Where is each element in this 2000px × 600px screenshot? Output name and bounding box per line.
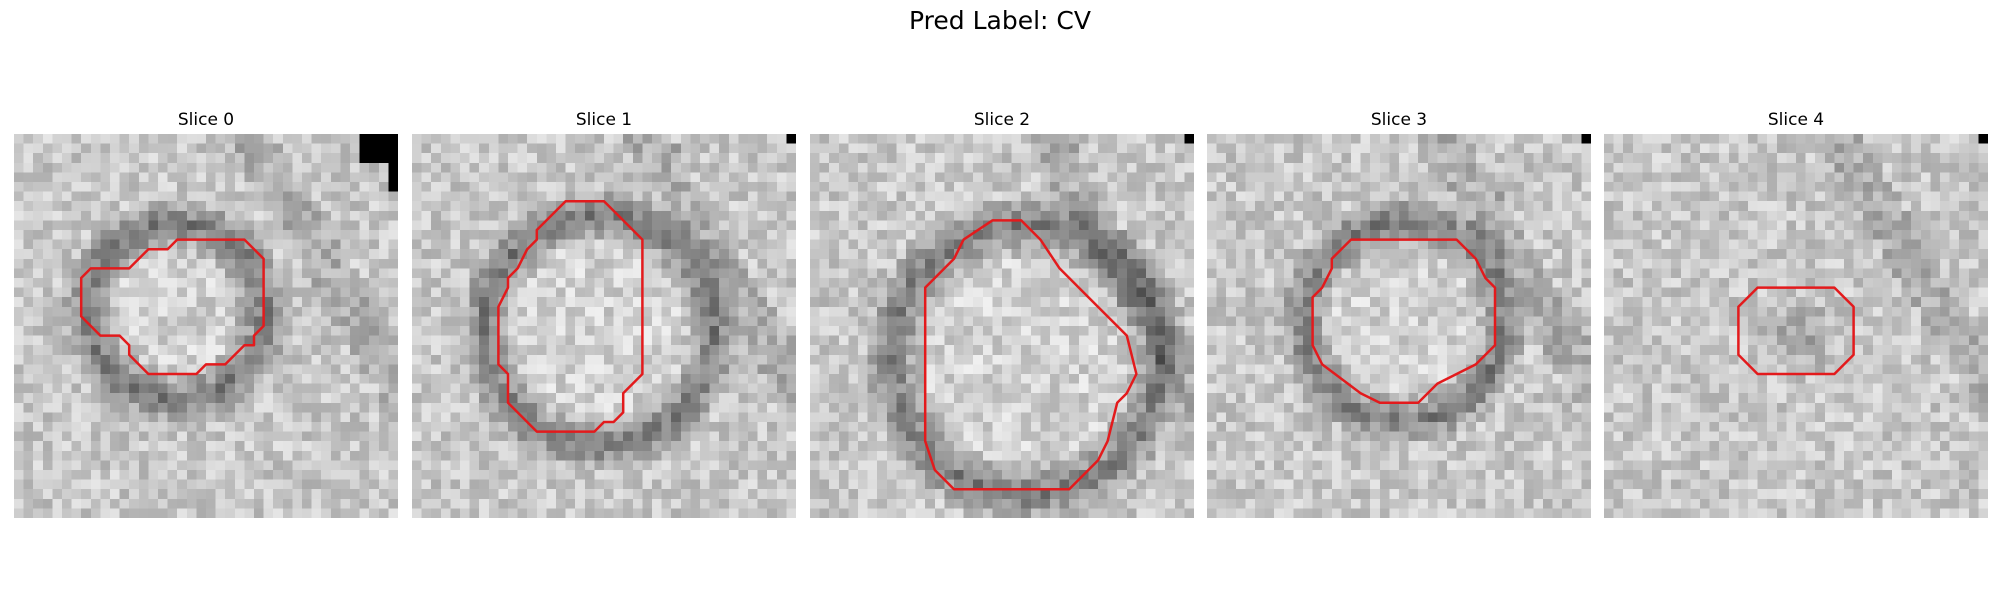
grayscale-slice <box>1207 134 1591 518</box>
slice-panel: Slice 4 <box>1604 108 1988 518</box>
roi-contour <box>1737 286 1855 376</box>
slice-image <box>1604 134 1988 518</box>
roi-contour <box>497 199 644 433</box>
slice-panel: Slice 1 <box>412 108 796 518</box>
grayscale-slice <box>1604 134 1988 518</box>
slice-panel: Slice 3 <box>1207 108 1591 518</box>
slice-image <box>14 134 398 518</box>
figure-title: Pred Label: CV <box>909 6 1091 35</box>
roi-contour <box>923 219 1138 491</box>
slice-panel: Slice 2 <box>810 108 1194 518</box>
contour-overlay <box>1311 238 1497 405</box>
grayscale-slice <box>412 134 796 518</box>
contour-overlay <box>1737 286 1855 376</box>
slice-panel: Slice 0 <box>14 108 398 518</box>
slice-title: Slice 0 <box>177 110 235 130</box>
roi-contour <box>1311 238 1497 405</box>
slice-image <box>1207 134 1591 518</box>
contour-overlay <box>79 238 265 376</box>
roi-contour <box>79 238 265 376</box>
contour-overlay <box>497 199 644 433</box>
slice-title: Slice 1 <box>575 110 633 130</box>
slice-image <box>412 134 796 518</box>
slice-image <box>810 134 1194 518</box>
slice-title: Slice 3 <box>1370 110 1428 130</box>
grayscale-slice <box>14 134 398 518</box>
slice-title: Slice 4 <box>1767 110 1825 130</box>
contour-overlay <box>923 219 1138 491</box>
grayscale-slice <box>810 134 1194 518</box>
slice-title: Slice 2 <box>973 110 1031 130</box>
